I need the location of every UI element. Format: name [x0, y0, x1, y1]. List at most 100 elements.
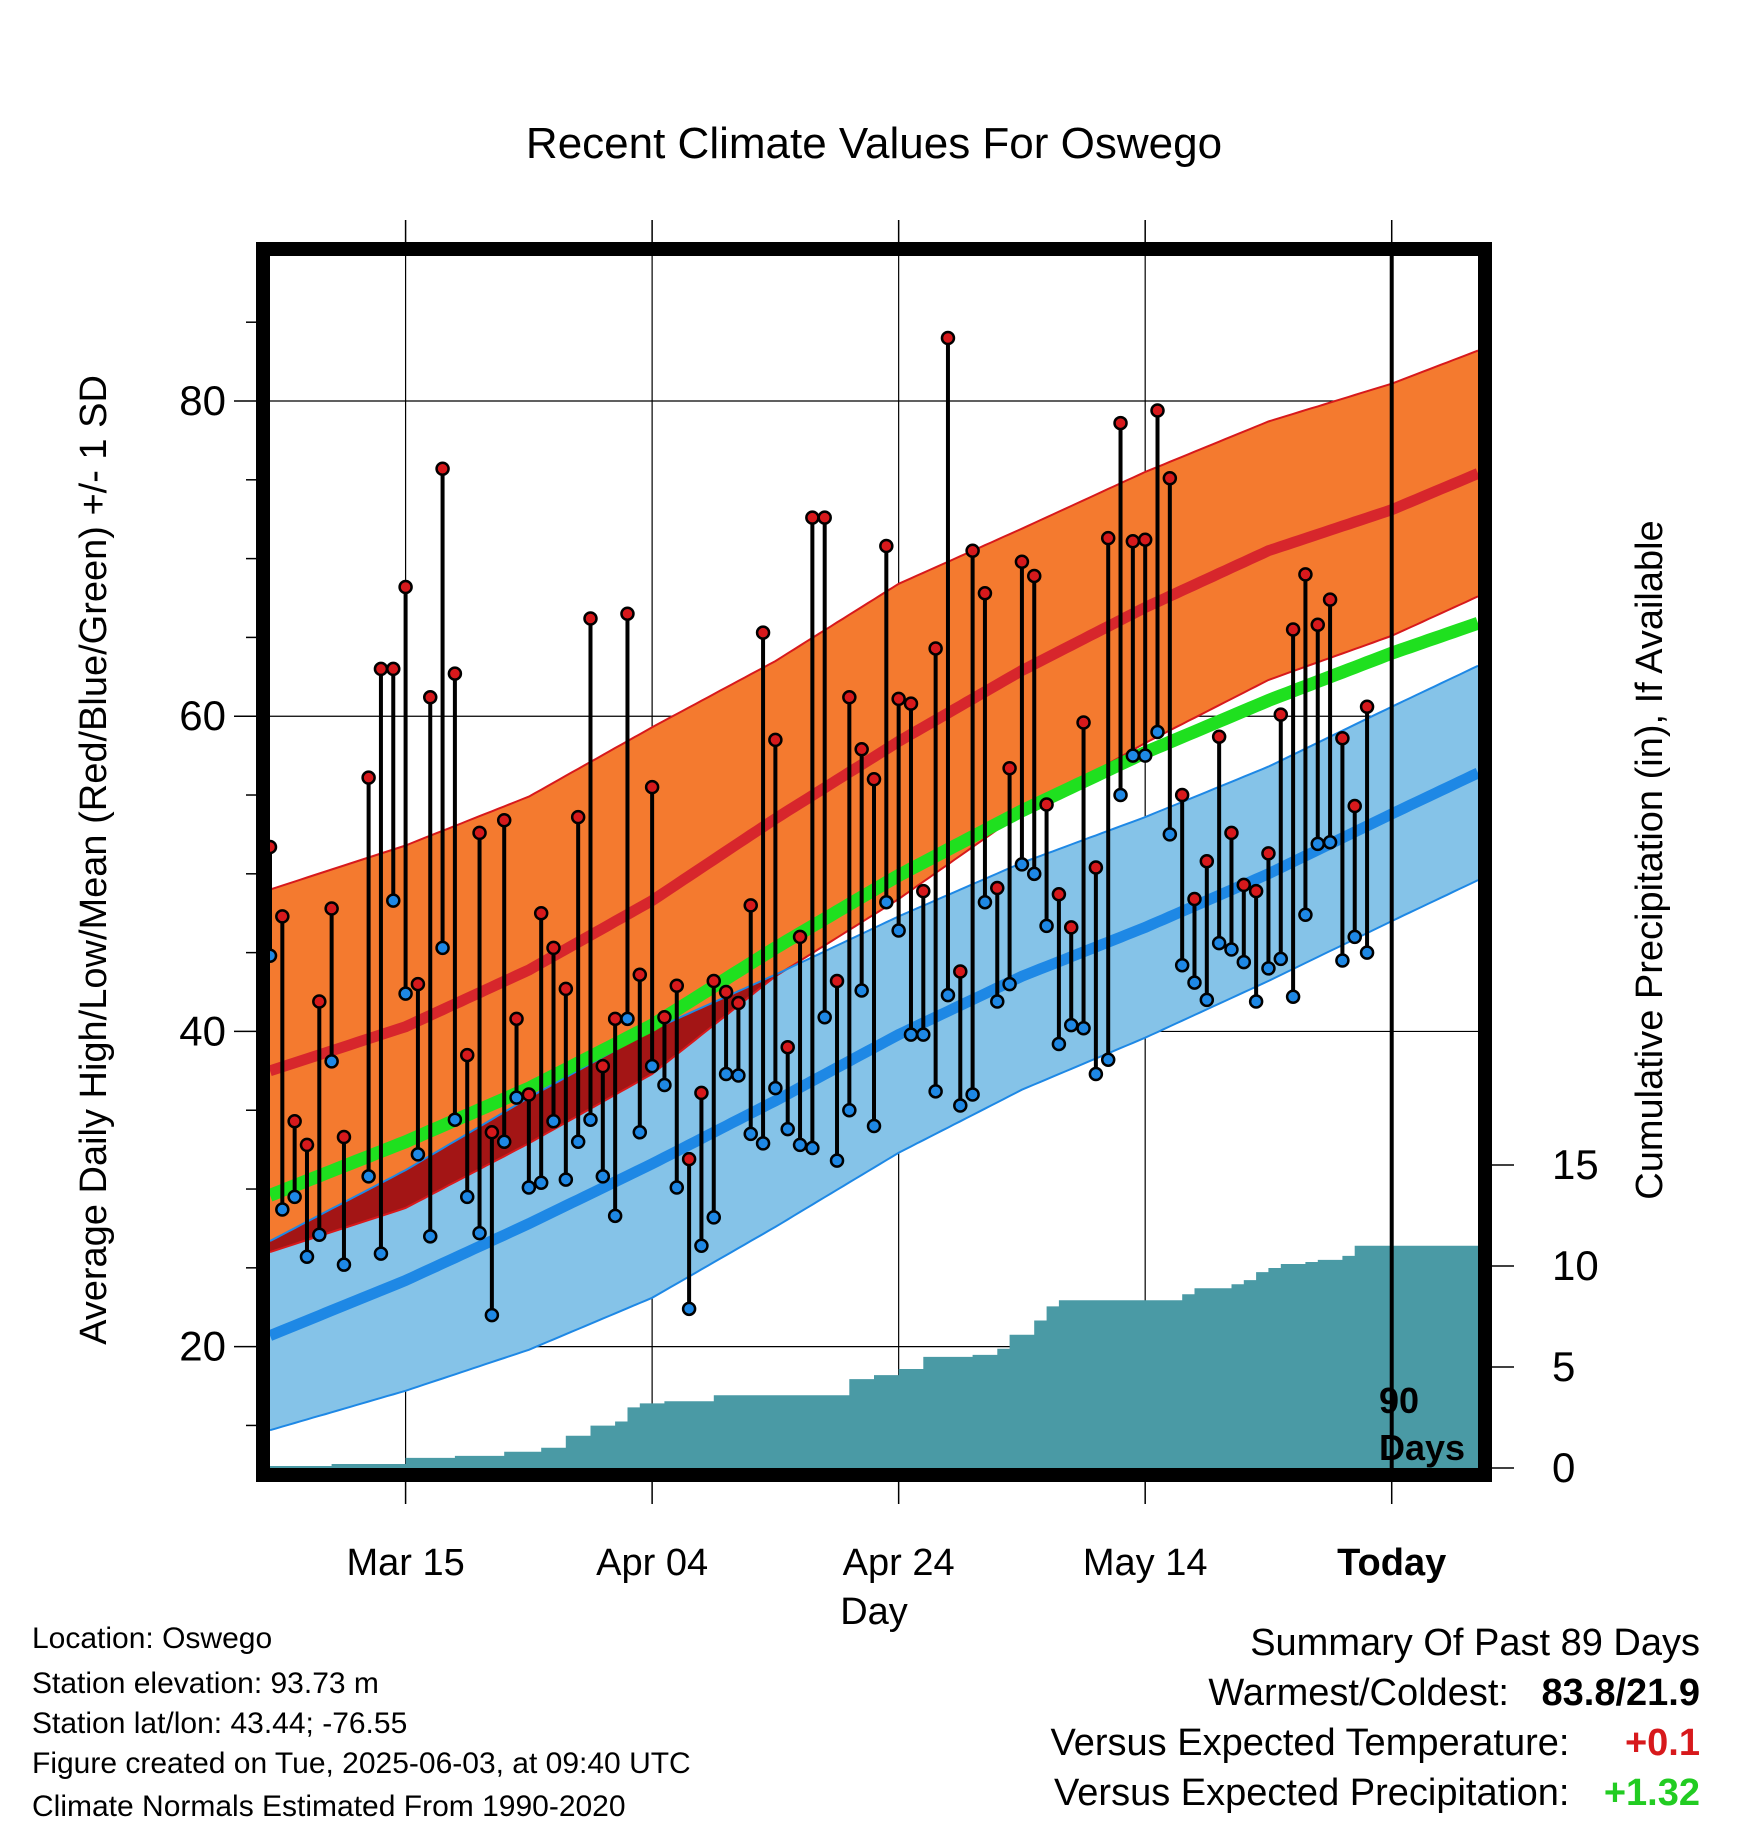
high-point — [1002, 760, 1017, 776]
low-point — [1076, 1021, 1091, 1036]
low-point — [792, 1137, 808, 1153]
low-point — [1150, 724, 1165, 740]
low-point — [1137, 748, 1153, 763]
high-point — [644, 779, 660, 795]
high-point — [928, 641, 943, 656]
high-point — [299, 1137, 315, 1153]
high-point — [570, 809, 586, 825]
today-label-days: Days — [1379, 1427, 1465, 1468]
high-point — [496, 812, 512, 828]
summary-warmest-label: Warmest/Coldest: — [1208, 1672, 1509, 1714]
high-point — [694, 1085, 709, 1101]
high-point — [1211, 729, 1227, 744]
high-point — [953, 964, 968, 979]
high-point — [916, 883, 931, 899]
low-point — [928, 1084, 943, 1099]
low-point — [755, 1136, 771, 1151]
y-tick-label: 20 — [179, 1323, 226, 1370]
high-point — [1347, 798, 1362, 814]
low-sd-lower-edge — [269, 879, 1479, 1432]
low-point — [1199, 992, 1215, 1008]
latlon-text: Station lat/lon: 43.44; -76.55 — [32, 1707, 408, 1740]
high-point — [324, 901, 339, 916]
low-point — [1248, 994, 1264, 1009]
high-point — [990, 880, 1005, 896]
high-point — [681, 1151, 697, 1167]
low-point — [977, 894, 993, 910]
high-point — [891, 691, 906, 707]
high-point — [1174, 787, 1190, 803]
low-point — [669, 1180, 685, 1195]
high-point — [1335, 731, 1350, 746]
summary-temp-label: Versus Expected Temperature: — [1050, 1722, 1570, 1764]
high-point — [731, 995, 746, 1011]
y2-tick-label: 10 — [1552, 1242, 1599, 1289]
y-axis-label: Average Daily High/Low/Mean (Red/Blue/Gr… — [73, 375, 115, 1345]
low-point — [953, 1098, 968, 1113]
high-point — [768, 732, 783, 748]
low-point — [1100, 1052, 1116, 1068]
high-point — [1039, 797, 1054, 812]
high-point — [866, 772, 882, 787]
low-point — [1298, 907, 1313, 923]
high-point — [509, 1011, 524, 1027]
low-point — [1273, 951, 1289, 967]
low-point — [496, 1134, 512, 1150]
low-point — [422, 1229, 438, 1244]
low-point — [990, 994, 1005, 1009]
high-point — [386, 661, 401, 677]
daily-points — [262, 330, 1375, 1323]
low-point — [632, 1125, 648, 1140]
chart-title: Recent Climate Values For Oswego — [526, 119, 1222, 168]
summary-temp-value: +0.1 — [1624, 1722, 1700, 1764]
x-tick-label: Mar 15 — [346, 1542, 464, 1584]
high-point — [361, 770, 376, 785]
high-point — [435, 461, 450, 477]
low-point — [521, 1180, 537, 1195]
high-point — [558, 981, 574, 997]
high-point — [977, 586, 993, 601]
low-point — [299, 1249, 315, 1265]
low-point — [1026, 866, 1042, 882]
x-tick-label: Apr 24 — [843, 1542, 955, 1584]
low-point — [1285, 989, 1301, 1005]
today-label-90: 90 — [1379, 1380, 1419, 1421]
high-point — [620, 606, 635, 622]
high-point — [1310, 617, 1326, 633]
low-point — [620, 1011, 635, 1027]
low-point — [275, 1202, 290, 1217]
low-point — [410, 1147, 426, 1162]
high-point — [657, 1009, 672, 1025]
summary-warmest-value: 83.8/21.9 — [1541, 1672, 1700, 1714]
high-point — [706, 973, 722, 989]
high-point — [1322, 592, 1338, 607]
low-point — [373, 1246, 389, 1261]
high-point — [459, 1047, 475, 1063]
low-point — [1174, 957, 1190, 973]
high-point — [842, 690, 857, 705]
summary-temp-row: Versus Expected Temperature: +0.1 — [1051, 1722, 1700, 1765]
high-point — [879, 538, 894, 554]
high-point — [1137, 532, 1153, 547]
high-point — [817, 510, 832, 525]
high-point — [1076, 715, 1091, 730]
high-point — [1273, 707, 1289, 722]
low-point — [817, 1009, 832, 1025]
high-point — [1199, 853, 1215, 869]
high-point — [632, 967, 648, 982]
high-point — [398, 579, 413, 595]
plot-frame — [256, 242, 1492, 1482]
low-point — [731, 1068, 746, 1083]
high-point — [1026, 568, 1042, 584]
high-point — [743, 898, 758, 913]
low-point — [1236, 954, 1252, 970]
high-point — [1224, 825, 1239, 841]
low-point — [361, 1169, 376, 1184]
high-point — [484, 1125, 500, 1140]
low-point — [287, 1189, 302, 1205]
low-point — [533, 1175, 549, 1190]
low-point — [1211, 935, 1227, 951]
high-point — [312, 994, 327, 1009]
precipitation-area — [270, 1245, 1478, 1468]
plot-border — [256, 242, 1492, 1482]
